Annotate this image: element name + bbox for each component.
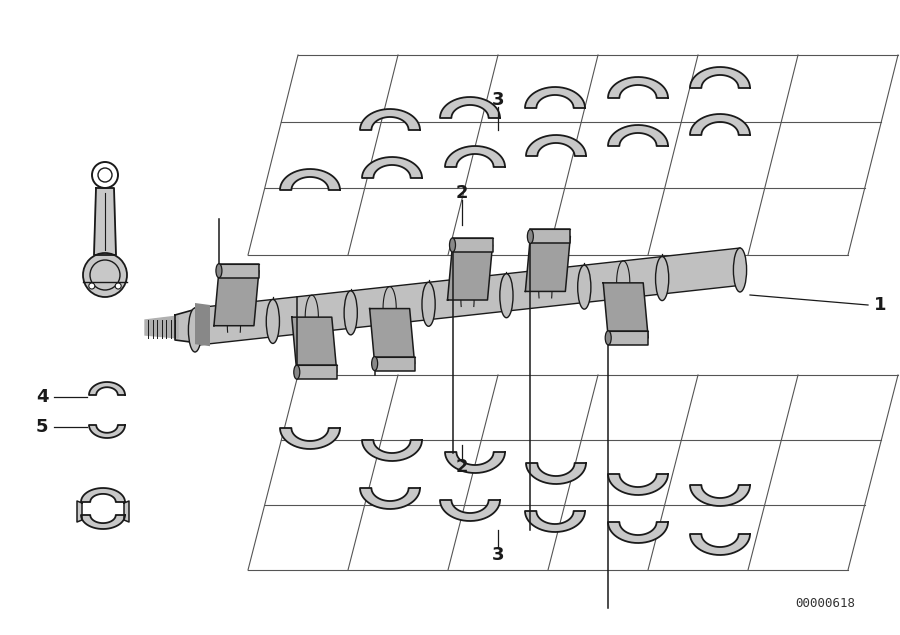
Polygon shape xyxy=(280,428,340,449)
Polygon shape xyxy=(81,488,125,502)
Text: 2: 2 xyxy=(455,458,468,476)
Polygon shape xyxy=(370,309,415,364)
Polygon shape xyxy=(362,157,422,178)
Polygon shape xyxy=(445,452,505,473)
Ellipse shape xyxy=(293,365,300,379)
Polygon shape xyxy=(360,488,420,509)
Polygon shape xyxy=(526,135,586,156)
Polygon shape xyxy=(608,331,648,345)
Polygon shape xyxy=(195,248,740,345)
Ellipse shape xyxy=(188,308,202,352)
Polygon shape xyxy=(690,485,750,506)
Polygon shape xyxy=(530,229,571,243)
Polygon shape xyxy=(360,109,420,130)
Polygon shape xyxy=(608,77,668,98)
Ellipse shape xyxy=(578,265,591,309)
Text: 2: 2 xyxy=(455,184,468,202)
Ellipse shape xyxy=(422,283,436,326)
Polygon shape xyxy=(526,236,571,291)
Ellipse shape xyxy=(527,229,534,243)
Polygon shape xyxy=(77,501,82,522)
Polygon shape xyxy=(525,511,585,532)
Polygon shape xyxy=(280,169,340,190)
Text: 3: 3 xyxy=(491,91,504,109)
Polygon shape xyxy=(362,440,422,461)
Ellipse shape xyxy=(500,274,513,318)
Circle shape xyxy=(83,253,127,297)
Polygon shape xyxy=(603,283,648,338)
Ellipse shape xyxy=(216,264,222,277)
Polygon shape xyxy=(219,264,259,277)
Polygon shape xyxy=(525,87,585,108)
Polygon shape xyxy=(440,97,500,118)
Polygon shape xyxy=(453,238,492,252)
Polygon shape xyxy=(608,125,668,146)
Polygon shape xyxy=(690,114,750,135)
Ellipse shape xyxy=(344,291,357,335)
Ellipse shape xyxy=(372,357,378,371)
Polygon shape xyxy=(297,365,337,379)
Ellipse shape xyxy=(266,300,280,344)
Polygon shape xyxy=(195,303,210,346)
Circle shape xyxy=(115,283,122,289)
Polygon shape xyxy=(608,474,668,495)
Polygon shape xyxy=(214,271,259,326)
Ellipse shape xyxy=(655,257,669,300)
Polygon shape xyxy=(608,522,668,543)
Polygon shape xyxy=(690,534,750,555)
Polygon shape xyxy=(89,382,125,395)
Polygon shape xyxy=(175,308,200,343)
Polygon shape xyxy=(526,463,586,484)
Polygon shape xyxy=(445,146,505,167)
Ellipse shape xyxy=(449,238,455,252)
Polygon shape xyxy=(447,245,492,300)
Polygon shape xyxy=(292,317,337,372)
Circle shape xyxy=(89,283,94,289)
Text: 00000618: 00000618 xyxy=(795,597,855,610)
Polygon shape xyxy=(81,515,125,529)
Polygon shape xyxy=(89,425,125,438)
Ellipse shape xyxy=(605,331,611,345)
Polygon shape xyxy=(124,501,129,522)
Polygon shape xyxy=(440,500,500,521)
Polygon shape xyxy=(374,357,415,371)
Text: 4: 4 xyxy=(36,388,49,406)
Polygon shape xyxy=(145,316,178,338)
Text: 3: 3 xyxy=(491,546,504,564)
Text: 5: 5 xyxy=(36,418,49,436)
Polygon shape xyxy=(690,67,750,88)
Polygon shape xyxy=(94,188,116,255)
Ellipse shape xyxy=(734,248,747,292)
Text: 1: 1 xyxy=(874,296,886,314)
